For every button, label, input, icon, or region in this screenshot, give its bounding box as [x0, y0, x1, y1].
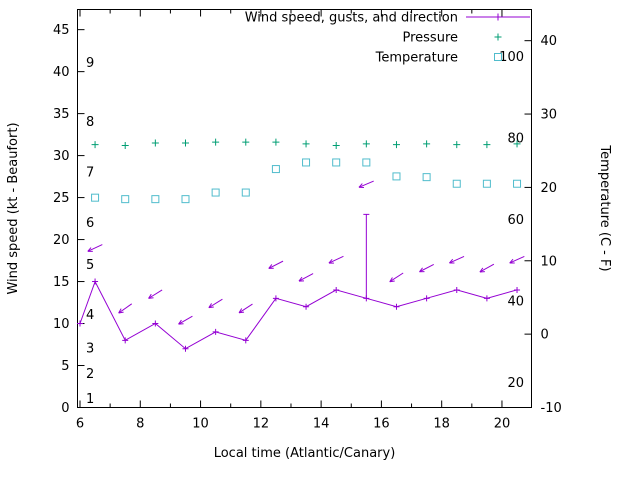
legend-pressure-label: Pressure [402, 31, 458, 46]
svg-text:5: 5 [86, 258, 94, 273]
svg-text:20: 20 [541, 181, 558, 196]
svg-text:8: 8 [86, 115, 94, 130]
wind-gusts [363, 213, 370, 299]
svg-text:30: 30 [53, 149, 70, 164]
svg-text:1: 1 [86, 392, 94, 407]
wind-direction-arrows [87, 180, 525, 325]
svg-text:2: 2 [86, 367, 94, 382]
svg-text:10: 10 [192, 417, 209, 432]
y-axis-title-right: Temperature (C - F) [597, 144, 612, 271]
svg-text:8: 8 [136, 417, 144, 432]
svg-text:7: 7 [86, 165, 94, 180]
x-axis-title: Local time (Atlantic/Canary) [214, 446, 396, 461]
svg-text:10: 10 [53, 317, 70, 332]
svg-text:6: 6 [76, 417, 84, 432]
svg-text:4: 4 [86, 308, 94, 323]
svg-text:45: 45 [53, 23, 70, 38]
svg-text:16: 16 [373, 417, 390, 432]
svg-text:3: 3 [86, 342, 94, 357]
svg-text:25: 25 [53, 191, 70, 206]
svg-text:100: 100 [499, 50, 524, 65]
svg-text:80: 80 [507, 131, 524, 146]
wind-series [77, 278, 521, 352]
temperature-series [91, 158, 522, 204]
y-axis-left: 0 5 10 15 20 25 30 35 40 45 [53, 23, 85, 416]
svg-text:6: 6 [86, 216, 94, 231]
y-axis-right: -10 0 10 20 30 40 [524, 34, 562, 416]
svg-text:40: 40 [541, 34, 558, 49]
pressure-series [91, 138, 521, 150]
x-axis: 6 8 10 12 14 16 18 20 [76, 9, 511, 432]
svg-text:5: 5 [61, 359, 69, 374]
svg-text:20: 20 [507, 376, 524, 391]
svg-text:40: 40 [507, 295, 524, 310]
fahrenheit-scale-labels: 20 40 60 80 100 [499, 50, 524, 391]
svg-text:9: 9 [86, 56, 94, 71]
svg-text:12: 12 [253, 417, 270, 432]
svg-text:-10: -10 [541, 401, 562, 416]
legend-wind-label: Wind speed, gusts, and direction [245, 11, 458, 26]
svg-text:60: 60 [507, 213, 524, 228]
svg-text:30: 30 [541, 108, 558, 123]
y-axis-title-left: Wind speed (kt - Beaufort) [6, 122, 21, 294]
svg-text:20: 20 [53, 233, 70, 248]
svg-text:18: 18 [433, 417, 450, 432]
svg-text:15: 15 [53, 275, 70, 290]
legend-temperature-label: Temperature [375, 51, 458, 66]
svg-text:35: 35 [53, 107, 70, 122]
plot-border [77, 9, 532, 408]
svg-text:10: 10 [541, 254, 558, 269]
svg-text:40: 40 [53, 65, 70, 80]
beaufort-scale-labels: 1 2 3 4 5 6 7 8 9 [86, 56, 94, 407]
legend-markers [466, 13, 530, 61]
svg-text:0: 0 [541, 328, 549, 343]
legend: Wind speed, gusts, and direction Pressur… [245, 11, 458, 66]
svg-text:14: 14 [313, 417, 330, 432]
svg-text:0: 0 [61, 401, 69, 416]
svg-text:20: 20 [494, 417, 511, 432]
